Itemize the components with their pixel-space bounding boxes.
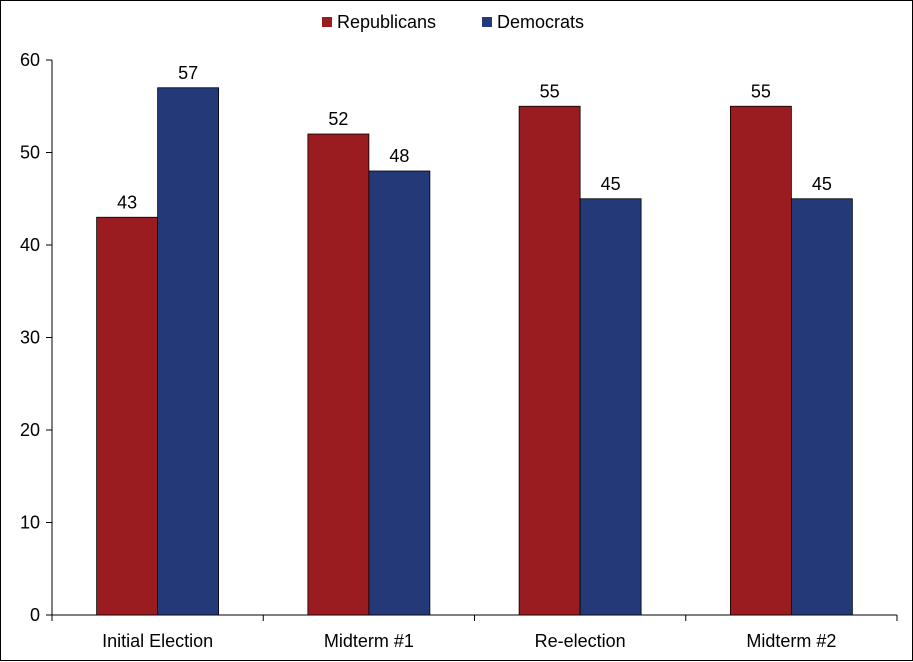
legend-label: Republicans bbox=[337, 12, 436, 32]
y-tick-label: 30 bbox=[20, 328, 40, 348]
bars bbox=[96, 87, 853, 616]
data-label: 55 bbox=[751, 81, 771, 101]
data-label: 45 bbox=[601, 174, 621, 194]
data-label: 45 bbox=[812, 174, 832, 194]
data-labels: 43 52 55 55 57 48 45 45 bbox=[117, 63, 832, 213]
y-tick-label: 0 bbox=[30, 605, 40, 625]
data-label: 48 bbox=[389, 146, 409, 166]
y-tick-label: 60 bbox=[20, 50, 40, 70]
bar-democrats bbox=[790, 198, 853, 616]
y-tick-label: 10 bbox=[20, 513, 40, 533]
y-tick-label: 40 bbox=[20, 235, 40, 255]
x-tick-label: Initial Election bbox=[102, 631, 213, 651]
x-tick-label: Midterm #2 bbox=[746, 631, 836, 651]
y-tick-label: 20 bbox=[20, 420, 40, 440]
legend: Republicans Democrats bbox=[322, 12, 584, 32]
bar-republicans bbox=[96, 216, 159, 616]
bar-republicans bbox=[307, 133, 370, 616]
legend-label: Democrats bbox=[497, 12, 584, 32]
bar-democrats bbox=[368, 170, 431, 616]
x-axis: Initial Election Midterm #1 Re-election Mid… bbox=[51, 614, 898, 651]
bar-republicans bbox=[729, 105, 792, 616]
data-label: 52 bbox=[328, 109, 348, 129]
data-label: 57 bbox=[178, 63, 198, 83]
bar-democrats bbox=[579, 198, 642, 616]
data-label: 55 bbox=[540, 81, 560, 101]
y-axis: 0 10 20 30 40 50 60 bbox=[20, 50, 53, 625]
legend-swatch-republicans bbox=[322, 17, 332, 27]
bar-republicans bbox=[518, 105, 581, 616]
x-tick-label: Re-election bbox=[535, 631, 626, 651]
legend-swatch-democrats bbox=[482, 17, 492, 27]
bar-democrats bbox=[157, 87, 220, 616]
y-tick-label: 50 bbox=[20, 143, 40, 163]
data-label: 43 bbox=[117, 192, 137, 212]
x-tick-label: Midterm #1 bbox=[324, 631, 414, 651]
